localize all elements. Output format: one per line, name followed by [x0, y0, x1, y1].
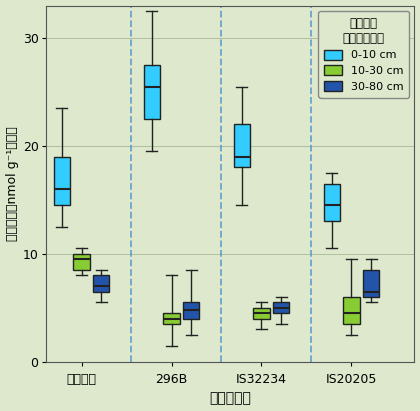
PathPatch shape [183, 302, 200, 319]
PathPatch shape [344, 297, 360, 324]
PathPatch shape [144, 65, 160, 119]
PathPatch shape [93, 275, 110, 292]
PathPatch shape [273, 302, 289, 313]
X-axis label: 系　統　名: 系 統 名 [209, 391, 251, 405]
PathPatch shape [163, 313, 180, 324]
Legend: 0-10 cm, 10-30 cm, 30-80 cm: 0-10 cm, 10-30 cm, 30-80 cm [318, 11, 409, 97]
PathPatch shape [74, 254, 89, 270]
PathPatch shape [253, 308, 270, 319]
PathPatch shape [363, 270, 379, 297]
PathPatch shape [54, 157, 70, 205]
PathPatch shape [323, 184, 340, 222]
Y-axis label: 硭化活性（nmol g⁻¹仾土）: 硭化活性（nmol g⁻¹仾土） [5, 126, 18, 241]
PathPatch shape [234, 124, 250, 167]
